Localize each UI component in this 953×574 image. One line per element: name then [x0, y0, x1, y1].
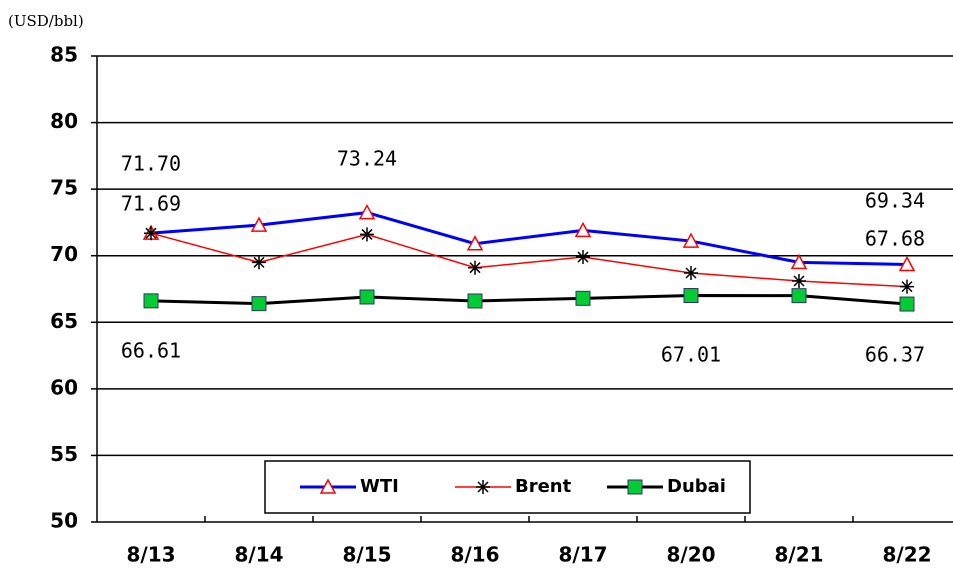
- marker: [899, 296, 915, 312]
- unit-label: (USD/bbl): [8, 12, 84, 30]
- marker: [250, 216, 268, 232]
- y-tick-label: 80: [50, 109, 78, 133]
- marker: [576, 250, 590, 265]
- data-label: 66.61: [121, 339, 181, 363]
- marker: [574, 221, 592, 238]
- series-line: [150, 232, 908, 288]
- y-tick-label: 55: [50, 442, 78, 466]
- marker: [251, 296, 267, 312]
- x-tick-label: 8/14: [234, 543, 283, 567]
- marker: [144, 226, 158, 241]
- data-label: 67.01: [661, 343, 721, 367]
- data-label: 67.68: [865, 227, 925, 251]
- marker: [467, 293, 483, 309]
- y-tick-label: 50: [50, 509, 78, 533]
- legend-label: WTI: [360, 476, 399, 497]
- y-tick-label: 60: [50, 375, 78, 399]
- marker: [359, 289, 375, 305]
- x-tick-label: 8/17: [558, 543, 607, 567]
- series-line: [150, 294, 908, 306]
- x-tick-label: 8/21: [774, 543, 823, 567]
- marker: [476, 480, 490, 494]
- y-tick-label: 75: [50, 176, 78, 200]
- legend-label: Dubai: [667, 476, 726, 497]
- x-tick-label: 8/16: [450, 543, 499, 567]
- marker: [319, 478, 337, 494]
- marker: [898, 255, 916, 272]
- marker: [790, 253, 808, 270]
- marker: [791, 288, 807, 304]
- marker: [466, 235, 484, 251]
- legend: WTI Brent Dubai: [264, 460, 751, 514]
- x-tick-label: 8/20: [666, 543, 715, 567]
- data-label: 73.24: [337, 147, 397, 171]
- x-tick-label: 8/13: [126, 543, 175, 567]
- marker: [360, 227, 374, 242]
- marker: [627, 479, 643, 495]
- marker: [900, 279, 914, 294]
- y-tick-label: 85: [50, 43, 78, 67]
- data-label: 71.70: [121, 152, 181, 176]
- series-line: [150, 211, 908, 267]
- data-label: 69.34: [865, 189, 925, 213]
- legend-label: Brent: [515, 476, 572, 497]
- marker: [468, 260, 482, 275]
- marker: [683, 288, 699, 304]
- marker: [792, 274, 806, 289]
- x-tick-label: 8/22: [882, 543, 931, 567]
- marker: [684, 266, 698, 281]
- marker: [682, 232, 700, 248]
- marker: [575, 290, 591, 306]
- marker: [252, 255, 266, 270]
- data-label: 71.69: [121, 192, 181, 216]
- marker: [143, 293, 159, 309]
- data-label: 66.37: [865, 343, 925, 367]
- x-tick-label: 8/15: [342, 543, 391, 567]
- marker: [358, 203, 376, 220]
- y-tick-label: 70: [50, 242, 78, 266]
- y-tick-label: 65: [50, 309, 78, 333]
